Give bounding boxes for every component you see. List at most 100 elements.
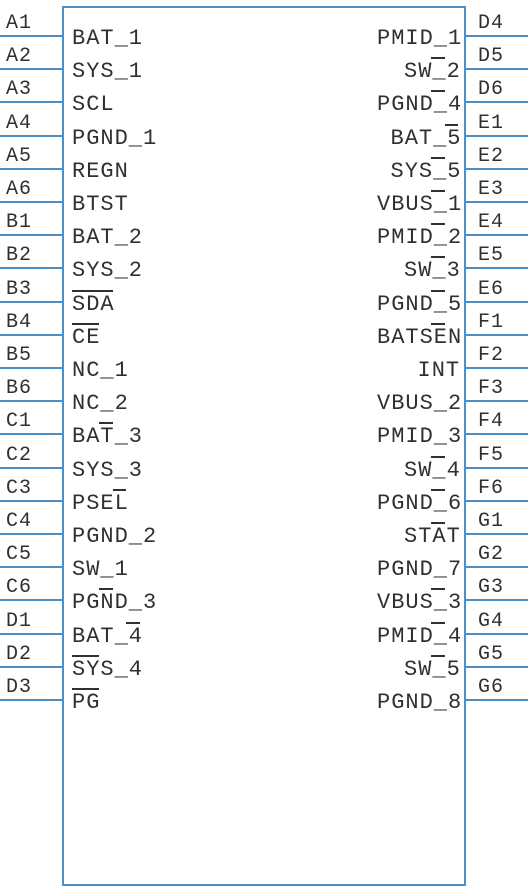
pin-label: SYS_2 [72, 258, 143, 283]
pin-number: F4 [478, 410, 504, 433]
pin-number: F5 [478, 444, 504, 467]
pin-label: PMID_1 [377, 26, 462, 51]
pin-label: CE [72, 325, 100, 350]
pin-line [0, 168, 62, 170]
overbar [431, 190, 445, 192]
overbar [431, 57, 445, 59]
pin-line [466, 301, 528, 303]
pin-line [0, 367, 62, 369]
pin-number: B1 [6, 211, 32, 234]
pin-line [0, 301, 62, 303]
pin-label: BTST [72, 192, 129, 217]
overbar [431, 489, 445, 491]
pin-number: A6 [6, 178, 32, 201]
pin-label: SDA [72, 292, 115, 317]
pin-number: F6 [478, 477, 504, 500]
pin-line [0, 666, 62, 668]
pin-number: E5 [478, 244, 504, 267]
pin-line [0, 334, 62, 336]
pin-line [466, 234, 528, 236]
pin-line [0, 699, 62, 701]
pin-label: SYS_5 [391, 159, 462, 184]
pin-number: F3 [478, 377, 504, 400]
pin-line [0, 599, 62, 601]
pin-line [0, 533, 62, 535]
pin-number: C2 [6, 444, 32, 467]
pin-label: PG [72, 690, 100, 715]
pin-number: D5 [478, 45, 504, 68]
pin-number: D2 [6, 643, 32, 666]
pin-number: G2 [478, 543, 504, 566]
pin-line [0, 467, 62, 469]
pin-number: E2 [478, 145, 504, 168]
pin-number: B2 [6, 244, 32, 267]
overbar [72, 323, 99, 325]
pin-label: SW_2 [404, 59, 461, 84]
pin-label: PGND_8 [377, 690, 462, 715]
pin-line [466, 599, 528, 601]
pin-label: BATSEN [377, 325, 462, 350]
overbar [113, 489, 127, 491]
pin-line [466, 533, 528, 535]
pin-line [466, 367, 528, 369]
pin-label: VBUS_3 [377, 590, 462, 615]
pin-number: C3 [6, 477, 32, 500]
pin-label: NC_2 [72, 391, 129, 416]
pin-number: D1 [6, 610, 32, 633]
pin-line [466, 168, 528, 170]
pin-label: REGN [72, 159, 129, 184]
overbar [126, 622, 140, 624]
pin-number: A5 [6, 145, 32, 168]
pin-label: VBUS_1 [377, 192, 462, 217]
pin-line [0, 633, 62, 635]
pin-label: SW_1 [72, 557, 129, 582]
pin-label: PGND_7 [377, 557, 462, 582]
pin-label: PMID_3 [377, 424, 462, 449]
pin-label: BAT_5 [391, 126, 462, 151]
pin-line [0, 234, 62, 236]
pin-number: F2 [478, 344, 504, 367]
overbar [431, 256, 445, 258]
overbar [99, 588, 113, 590]
pin-line [0, 68, 62, 70]
pin-line [466, 201, 528, 203]
pin-label: SYS_4 [72, 657, 143, 682]
pin-line [0, 566, 62, 568]
pin-number: G5 [478, 643, 504, 666]
pin-line [466, 699, 528, 701]
pin-number: A2 [6, 45, 32, 68]
pin-number: C6 [6, 576, 32, 599]
overbar [445, 124, 459, 126]
pin-number: E6 [478, 278, 504, 301]
pin-line [466, 566, 528, 568]
pin-label: SYS_3 [72, 458, 143, 483]
pin-label: VBUS_2 [377, 391, 462, 416]
overbar [431, 456, 445, 458]
overbar [431, 588, 445, 590]
pin-label: PGND_1 [72, 126, 157, 151]
overbar [431, 90, 445, 92]
pin-label: BAT_4 [72, 624, 143, 649]
pin-line [466, 68, 528, 70]
pin-number: E1 [478, 112, 504, 135]
pin-number: C4 [6, 510, 32, 533]
pin-label: INT [418, 358, 461, 383]
pin-label: PGND_2 [72, 524, 157, 549]
pin-line [466, 334, 528, 336]
pin-label: BAT_3 [72, 424, 143, 449]
pin-number: C1 [6, 410, 32, 433]
pin-number: A4 [6, 112, 32, 135]
pin-number: B3 [6, 278, 32, 301]
pin-line [466, 101, 528, 103]
pin-line [466, 35, 528, 37]
pin-number: B4 [6, 311, 32, 334]
pin-label: PGND_4 [377, 92, 462, 117]
pin-label: STAT [404, 524, 461, 549]
overbar [72, 655, 99, 657]
pin-line [0, 267, 62, 269]
pin-line [466, 267, 528, 269]
pin-number: A3 [6, 78, 32, 101]
overbar [431, 622, 445, 624]
pin-line [466, 433, 528, 435]
pin-label: PMID_2 [377, 225, 462, 250]
